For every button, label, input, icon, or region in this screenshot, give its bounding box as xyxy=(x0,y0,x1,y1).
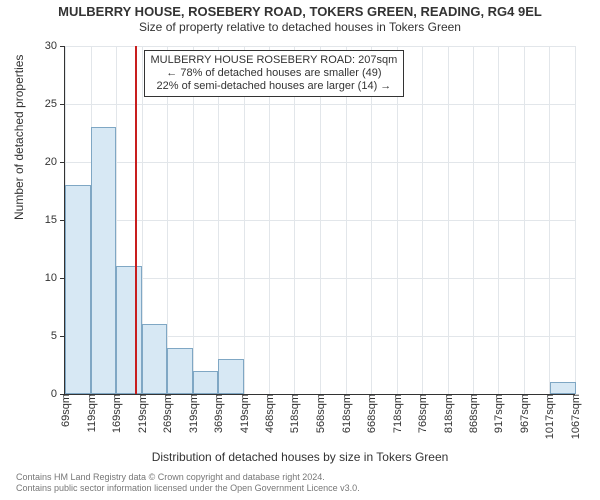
x-tick-label: 69sqm xyxy=(58,394,72,427)
x-tick-label: 169sqm xyxy=(109,394,123,433)
x-tick-label: 269sqm xyxy=(160,394,174,433)
x-axis-title: Distribution of detached houses by size … xyxy=(0,450,600,464)
y-axis-title: Number of detached properties xyxy=(12,55,26,220)
callout-line: ← 78% of detached houses are smaller (49… xyxy=(151,67,398,80)
chart-subtitle: Size of property relative to detached ho… xyxy=(0,20,600,35)
x-tick-label: 369sqm xyxy=(211,394,225,433)
x-tick-label: 419sqm xyxy=(237,394,251,433)
x-tick-label: 119sqm xyxy=(84,394,98,432)
gridline-v xyxy=(218,46,219,394)
footer-line-1: Contains HM Land Registry data © Crown c… xyxy=(16,472,360,483)
gridline-v xyxy=(448,46,449,394)
gridline-v xyxy=(575,46,576,394)
gridline-v xyxy=(549,46,550,394)
callout-box: MULBERRY HOUSE ROSEBERY ROAD: 207sqm← 78… xyxy=(144,50,405,97)
gridline-v xyxy=(397,46,398,394)
title-block: MULBERRY HOUSE, ROSEBERY ROAD, TOKERS GR… xyxy=(0,4,600,35)
y-tick-label: 15 xyxy=(45,214,65,226)
x-tick-label: 319sqm xyxy=(186,394,200,433)
histogram-bar xyxy=(116,266,142,394)
x-tick-label: 967sqm xyxy=(517,394,531,433)
y-tick-label: 30 xyxy=(45,40,65,52)
x-tick-label: 868sqm xyxy=(466,394,480,433)
marker-line xyxy=(135,46,137,394)
callout-line: MULBERRY HOUSE ROSEBERY ROAD: 207sqm xyxy=(151,54,398,67)
gridline-v xyxy=(167,46,168,394)
gridline-v xyxy=(498,46,499,394)
gridline-v xyxy=(320,46,321,394)
gridline-v xyxy=(269,46,270,394)
gridline-v xyxy=(244,46,245,394)
y-tick-label: 20 xyxy=(45,156,65,168)
footer: Contains HM Land Registry data © Crown c… xyxy=(16,472,360,494)
y-tick-label: 5 xyxy=(51,330,65,342)
chart-container: MULBERRY HOUSE, ROSEBERY ROAD, TOKERS GR… xyxy=(0,0,600,500)
histogram-bar xyxy=(218,359,244,394)
y-tick-label: 10 xyxy=(45,272,65,284)
gridline-v xyxy=(524,46,525,394)
histogram-bar xyxy=(91,127,117,394)
histogram-bar xyxy=(65,185,91,394)
plot-area: 05101520253069sqm119sqm169sqm219sqm269sq… xyxy=(64,46,575,395)
x-tick-label: 818sqm xyxy=(441,394,455,433)
histogram-bar xyxy=(193,371,219,394)
x-tick-label: 518sqm xyxy=(287,394,301,433)
x-tick-label: 568sqm xyxy=(313,394,327,433)
histogram-bar xyxy=(142,324,168,394)
x-tick-label: 1067sqm xyxy=(568,394,582,439)
x-tick-label: 718sqm xyxy=(390,394,404,433)
x-tick-label: 668sqm xyxy=(364,394,378,433)
callout-line: 22% of semi-detached houses are larger (… xyxy=(151,80,398,93)
x-tick-label: 618sqm xyxy=(339,394,353,433)
gridline-v xyxy=(346,46,347,394)
y-tick-label: 25 xyxy=(45,98,65,110)
chart-title: MULBERRY HOUSE, ROSEBERY ROAD, TOKERS GR… xyxy=(0,4,600,20)
x-tick-label: 219sqm xyxy=(135,394,149,433)
histogram-bar xyxy=(167,348,193,394)
gridline-v xyxy=(473,46,474,394)
x-tick-label: 1017sqm xyxy=(542,394,556,439)
x-tick-label: 768sqm xyxy=(415,394,429,433)
gridline-v xyxy=(193,46,194,394)
gridline-v xyxy=(422,46,423,394)
footer-line-2: Contains public sector information licen… xyxy=(16,483,360,494)
x-tick-label: 917sqm xyxy=(491,394,505,433)
gridline-v xyxy=(371,46,372,394)
gridline-v xyxy=(294,46,295,394)
x-tick-label: 468sqm xyxy=(262,394,276,433)
histogram-bar xyxy=(550,382,576,394)
